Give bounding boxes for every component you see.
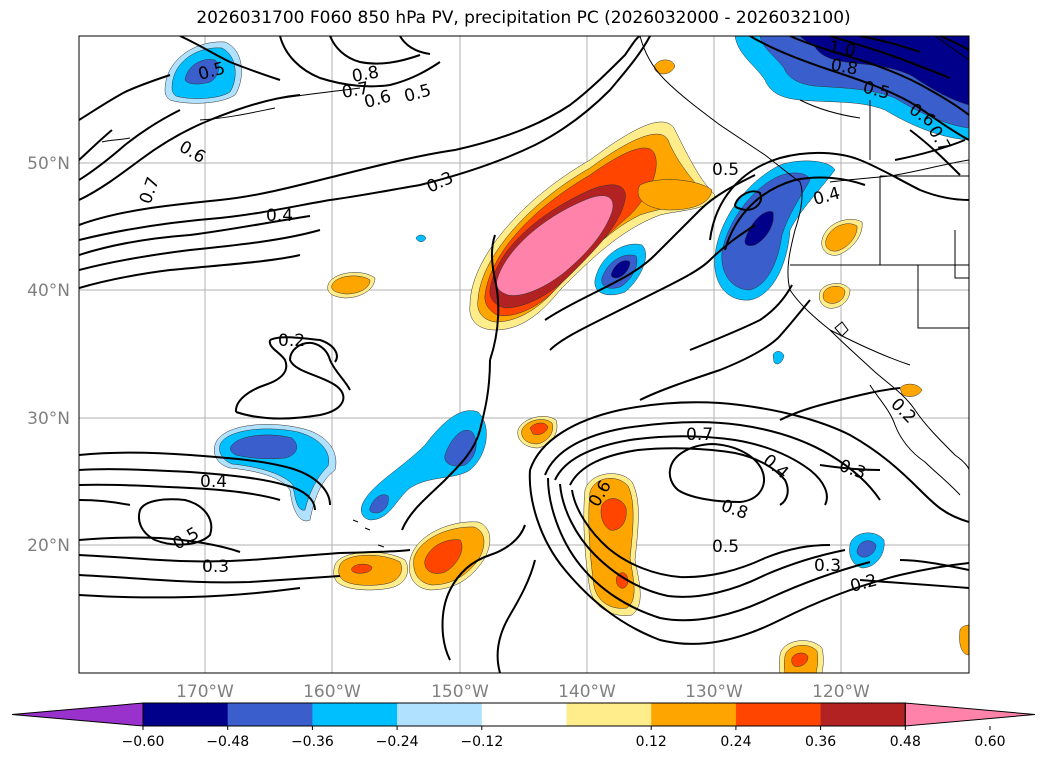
colorbar-tick-label: 0.12 [636,734,667,750]
lat-label-40n: 40°N [27,281,70,301]
map-title: 2026031700 F060 850 hPa PV, precipitatio… [196,8,851,28]
colorbar-tick-label: −0.12 [460,734,503,750]
colorbar-segment [735,703,822,726]
colorbar-tick-label: −0.36 [291,734,334,750]
colorbar-extend-max [904,702,1036,727]
contour-label: 0.5 [712,160,739,180]
colorbar-segment [820,703,906,726]
colorbar-segment [566,703,652,726]
colorbar-extend-min [11,702,144,727]
lat-label-50n: 50°N [27,154,70,174]
pv-contours [79,36,969,673]
lon-label-160w: 160°W [303,682,361,702]
latitude-labels: 50°N 40°N 30°N 20°N [27,154,70,556]
colorbar-segment [481,703,567,726]
colorbar-tick-label: 0.48 [890,734,921,750]
contour-label: 0.8 [829,55,859,79]
map-panel [79,36,969,673]
lon-label-140w: 140°W [558,682,616,702]
lon-label-120w: 120°W [812,682,870,702]
contour-label: 0.3 [202,557,229,577]
coastlines [101,36,969,548]
contour-label: 0.4 [200,472,227,492]
colorbar-segment [397,703,483,726]
contour-label: 0.2 [278,331,305,351]
contour-label: 0.3 [814,556,841,576]
longitude-labels: 170°W 160°W 150°W 140°W 130°W 120°W [176,682,870,702]
lon-label-150w: 150°W [431,682,489,702]
colorbar-tick-label: −0.60 [122,734,165,750]
lon-label-170w: 170°W [176,682,234,702]
colorbar: −0.60 −0.48 −0.36 −0.24 −0.12 0.12 0.24 0.36 0.4… [11,702,1036,750]
colorbar-segment [227,703,313,726]
colorbar-segment [312,703,398,726]
contour-label: 0.5 [712,537,739,557]
lon-label-130w: 130°W [685,682,743,702]
colorbar-segment [651,703,737,726]
map-border [78,35,970,674]
colorbar-tick-label: −0.24 [376,734,419,750]
colorbar-tick-label: 0.24 [720,734,751,750]
contour-label: 0.4 [266,206,293,226]
colorbar-segment [143,703,229,726]
contour-label: 0.7 [340,79,370,103]
lat-label-20n: 20°N [27,536,70,556]
lat-label-30n: 30°N [27,409,70,429]
colorbar-tick-label: 0.36 [805,734,836,750]
colorbar-border [142,702,906,727]
contour-label: 1.0 [827,37,857,61]
colorbar-tick-label: 0.60 [974,734,1005,750]
contour-label: 0.7 [686,425,713,445]
contour-label: 0.8 [350,63,380,87]
colorbar-tick-label: −0.48 [206,734,249,750]
